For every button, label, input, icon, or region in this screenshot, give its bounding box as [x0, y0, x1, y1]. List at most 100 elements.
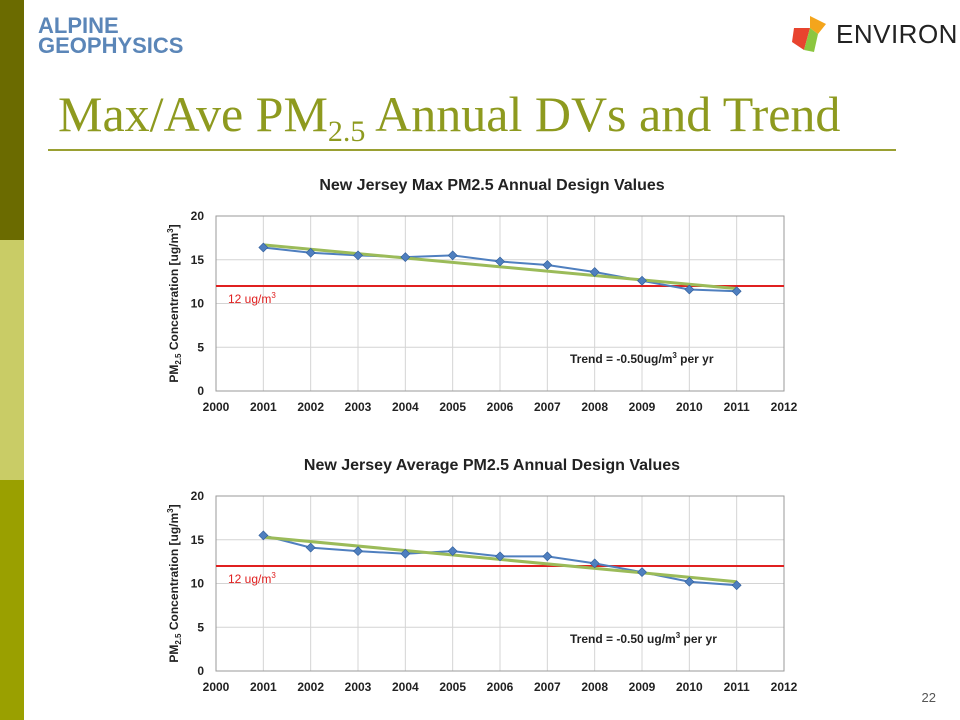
- x-tick-label: 2003: [345, 400, 372, 414]
- title-subscript: 2.5: [327, 115, 366, 148]
- environ-logo-text: ENVIRON: [836, 18, 958, 49]
- x-tick-label: 2002: [297, 680, 324, 694]
- data-point: [353, 546, 363, 557]
- trend-annotation-prefix: Trend =: [570, 632, 616, 646]
- trend-annotation-unit-sup: 3: [672, 351, 677, 360]
- y-tick-label: 0: [197, 664, 204, 678]
- logo-line-2: GEOPHYSICS: [38, 33, 184, 58]
- data-point: [305, 542, 316, 553]
- side-band-bottom: [0, 480, 24, 720]
- y-tick-label: 0: [197, 384, 204, 398]
- trend-annotation: Trend = -0.50ug/m3 per yr: [570, 351, 714, 366]
- average-pm25-chart: New Jersey Average PM2.5 Annual Design V…: [166, 457, 798, 694]
- x-tick-label: 2007: [534, 400, 561, 414]
- threshold-label-text: 12 ug/m: [228, 292, 271, 306]
- y-tick-label: 20: [191, 489, 205, 503]
- x-tick-label: 2006: [487, 680, 514, 694]
- y-axis-label-sub: 2.5: [174, 353, 183, 365]
- page-number: 22: [921, 690, 936, 705]
- trend-annotation-unit-sup: 3: [676, 631, 681, 640]
- x-tick-label: 2009: [629, 400, 656, 414]
- y-axis-label-sup: 3: [166, 228, 175, 233]
- x-tick-label: 2004: [392, 400, 419, 414]
- trend-annotation-unit: ug/m: [644, 632, 676, 646]
- plot-frame: [215, 215, 785, 392]
- x-tick-label: 2001: [250, 400, 277, 414]
- y-tick-label: 10: [191, 297, 205, 311]
- y-axis-label: PM2.5 Concentration [ug/m3]: [166, 224, 183, 382]
- data-point: [258, 242, 269, 253]
- chart-title: New Jersey Max PM2.5 Annual Design Value…: [319, 177, 664, 194]
- data-point: [305, 247, 316, 258]
- x-tick-label: 2005: [439, 400, 466, 414]
- x-tick-label: 2011: [724, 400, 750, 414]
- x-tick-label: 2012: [771, 400, 798, 414]
- environ-logo-icon: [792, 16, 826, 52]
- data-point: [400, 252, 411, 263]
- data-point: [684, 284, 695, 295]
- data-point: [495, 256, 505, 267]
- side-band-top: [0, 0, 24, 240]
- x-tick-label: 2012: [771, 680, 798, 694]
- x-tick-label: 2004: [392, 680, 419, 694]
- title-suffix: Annual DVs and Trend: [365, 86, 841, 142]
- data-point: [353, 250, 363, 261]
- x-tick-label: 2006: [487, 400, 514, 414]
- x-tick-label: 2008: [581, 400, 608, 414]
- y-axis-label: PM2.5 Concentration [ug/m3]: [166, 504, 183, 662]
- x-tick-label: 2001: [250, 680, 277, 694]
- trend-annotation-unit: ug/m: [644, 352, 673, 366]
- x-tick-label: 2010: [676, 400, 703, 414]
- y-tick-label: 15: [191, 253, 205, 267]
- y-tick-label: 10: [191, 577, 205, 591]
- y-axis-label-sup: 3: [166, 508, 175, 513]
- slide-title: Max/Ave PM2.5 Annual DVs and Trend: [58, 84, 840, 162]
- data-point: [542, 260, 553, 270]
- x-tick-label: 2000: [203, 680, 230, 694]
- data-point: [258, 530, 269, 541]
- threshold-label: 12 ug/m3: [228, 291, 276, 306]
- x-tick-label: 2000: [203, 400, 230, 414]
- trend-annotation-value: -0.50: [616, 632, 644, 646]
- max-pm25-chart: New Jersey Max PM2.5 Annual Design Value…: [166, 177, 798, 414]
- data-point: [542, 551, 553, 562]
- data-point: [495, 551, 505, 562]
- data-point: [589, 267, 600, 277]
- data-point: [447, 546, 458, 557]
- environ-logo: ENVIRON: [790, 14, 958, 54]
- y-axis-label-rest: Concentration [ug/m: [167, 513, 181, 634]
- data-point: [731, 286, 742, 297]
- y-axis-label-sub: 2.5: [174, 633, 183, 645]
- data-point: [400, 548, 411, 559]
- data-point: [447, 250, 458, 261]
- side-band-middle: [0, 240, 24, 480]
- alpine-geophysics-logo: ALPINE GEOPHYSICS: [38, 13, 184, 58]
- y-axis-label-end: ]: [167, 224, 181, 228]
- x-tick-label: 2005: [439, 680, 466, 694]
- x-tick-label: 2003: [345, 680, 372, 694]
- trend-annotation: Trend = -0.50 ug/m3 per yr: [570, 631, 717, 646]
- logo-line-1: ALPINE: [38, 13, 119, 38]
- y-tick-label: 5: [197, 340, 204, 354]
- title-divider: [48, 149, 896, 151]
- threshold-label-sup: 3: [271, 291, 276, 300]
- threshold-label-sup: 3: [271, 571, 276, 580]
- y-axis-label-main: PM: [167, 365, 181, 383]
- trend-annotation-suffix: per yr: [677, 352, 714, 366]
- chart-title: New Jersey Average PM2.5 Annual Design V…: [304, 457, 680, 474]
- data-point: [637, 567, 647, 578]
- x-tick-label: 2002: [297, 400, 324, 414]
- x-tick-label: 2010: [676, 680, 703, 694]
- y-tick-label: 15: [191, 533, 205, 547]
- data-point: [589, 558, 600, 569]
- plot-frame: [215, 495, 785, 672]
- trend-annotation-suffix: per yr: [680, 632, 717, 646]
- y-tick-label: 20: [191, 209, 205, 223]
- x-tick-label: 2009: [629, 680, 656, 694]
- trend-annotation-value: -0.50: [616, 352, 644, 366]
- trend-line: [263, 243, 737, 291]
- x-tick-label: 2008: [581, 680, 608, 694]
- x-tick-label: 2007: [534, 680, 561, 694]
- data-point: [637, 275, 647, 286]
- x-tick-label: 2011: [724, 680, 750, 694]
